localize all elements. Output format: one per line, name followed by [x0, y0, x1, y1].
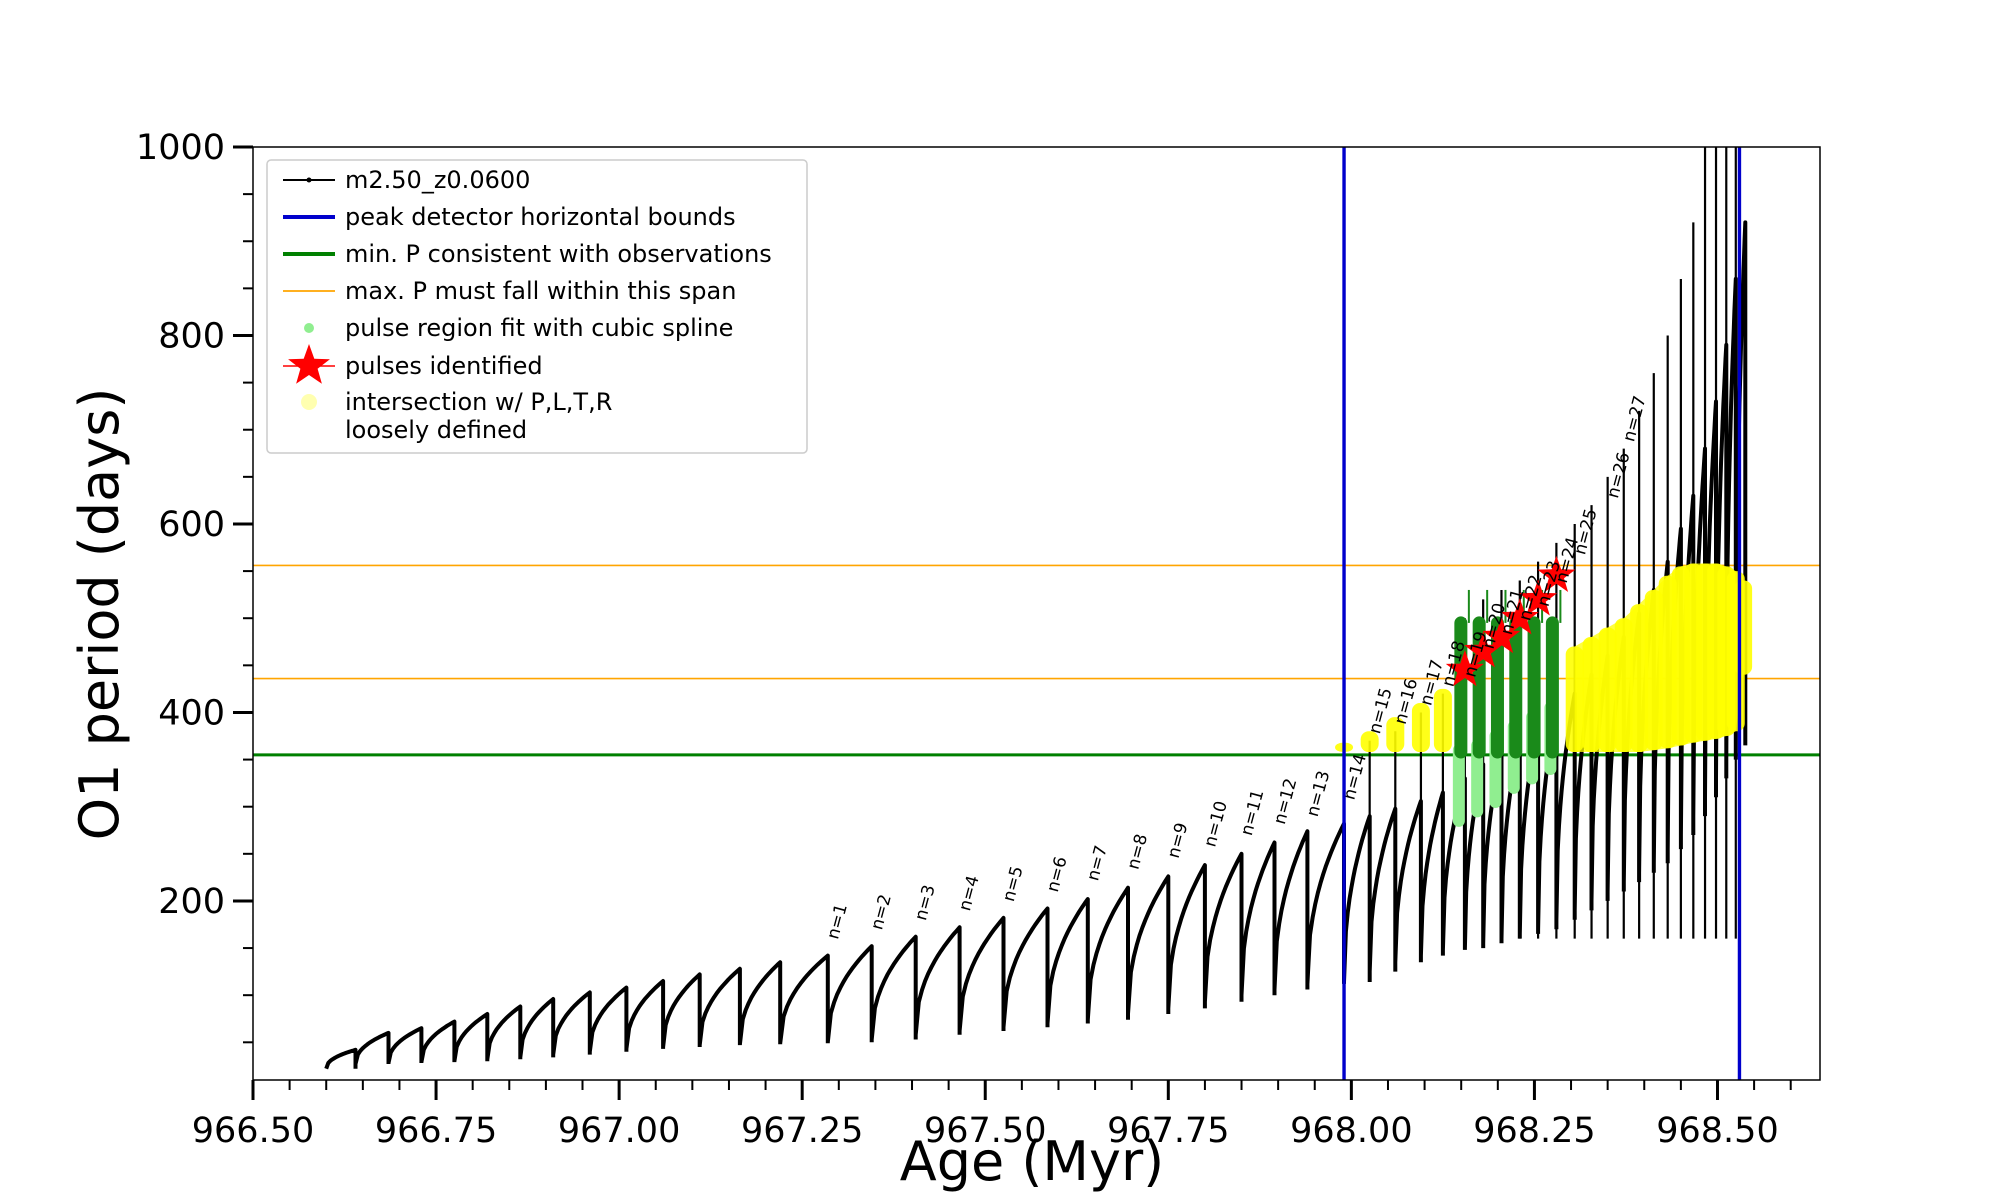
pulse-star-3 [1482, 617, 1521, 654]
y-tick-label-4: 800 [158, 316, 225, 356]
y-tick-label-2: 400 [158, 693, 225, 733]
x-tick-label-1: 966.50 [192, 1111, 314, 1151]
pulse-star-2 [1464, 631, 1503, 668]
intersection-region-2 [1360, 731, 1379, 753]
legend-label-3: min. P consistent with observations [345, 240, 772, 268]
plot-data-layer: n=1 n=2 n=3 n=4 n=5 n=6 n=7 n=8 n=9 n=10 n=11 n=12 n… [253, 147, 1820, 1080]
legend-key-dot-7 [301, 394, 317, 410]
x-axis-label: Age (Myr) [900, 1130, 1165, 1193]
legend-label-4: max. P must fall within this span [345, 277, 736, 305]
legend-label-7-line2: loosely defined [345, 416, 527, 444]
x-tick-label-6: 967.75 [1107, 1111, 1229, 1151]
intersection-band [1574, 563, 1744, 753]
legend-label-2: peak detector horizontal bounds [345, 203, 736, 231]
legend-key-star [288, 344, 330, 384]
x-tick-label-5: 967.50 [924, 1111, 1046, 1151]
intersection-region-4 [1411, 703, 1430, 753]
pulse-star-1 [1445, 650, 1484, 687]
y-axis-label: O1 period (days) [68, 388, 131, 841]
pulse-star-5 [1519, 579, 1558, 616]
plot-clipped-group [253, 147, 1820, 1070]
legend-key-track-dot [306, 177, 312, 183]
x-tick-label-9: 968.50 [1656, 1111, 1778, 1151]
pulse-star-6 [1537, 555, 1576, 592]
x-tick-label-3: 967.00 [558, 1111, 680, 1151]
intersection-region-3 [1386, 717, 1405, 753]
x-tick-label-4: 967.25 [741, 1111, 863, 1151]
plot-frame [252, 146, 1821, 1081]
x-tick-label-7: 968.00 [1290, 1111, 1412, 1151]
legend-box [266, 159, 808, 454]
legend-label-5: pulse region fit with cubic spline [345, 314, 733, 342]
y-tick-label-1: 200 [158, 882, 225, 922]
legend-label-1: m2.50_z0.0600 [345, 166, 530, 194]
x-tick-label-8: 968.25 [1473, 1111, 1595, 1151]
x-tick-label-2: 966.75 [375, 1111, 497, 1151]
y-tick-label-5: 1000 [136, 128, 225, 168]
y-tick-label-3: 600 [158, 505, 225, 545]
intersection-region-5 [1433, 688, 1452, 753]
legend-label-7: intersection w/ P,L,T,R [345, 388, 612, 416]
legend-key-dot-5 [304, 323, 314, 333]
axes-layer: 966.50 966.75 967.00 967.25 967.50 967.75 968.… [136, 128, 1821, 1151]
legend-label-6: pulses identified [345, 352, 543, 380]
pulse-star-4 [1500, 598, 1539, 635]
